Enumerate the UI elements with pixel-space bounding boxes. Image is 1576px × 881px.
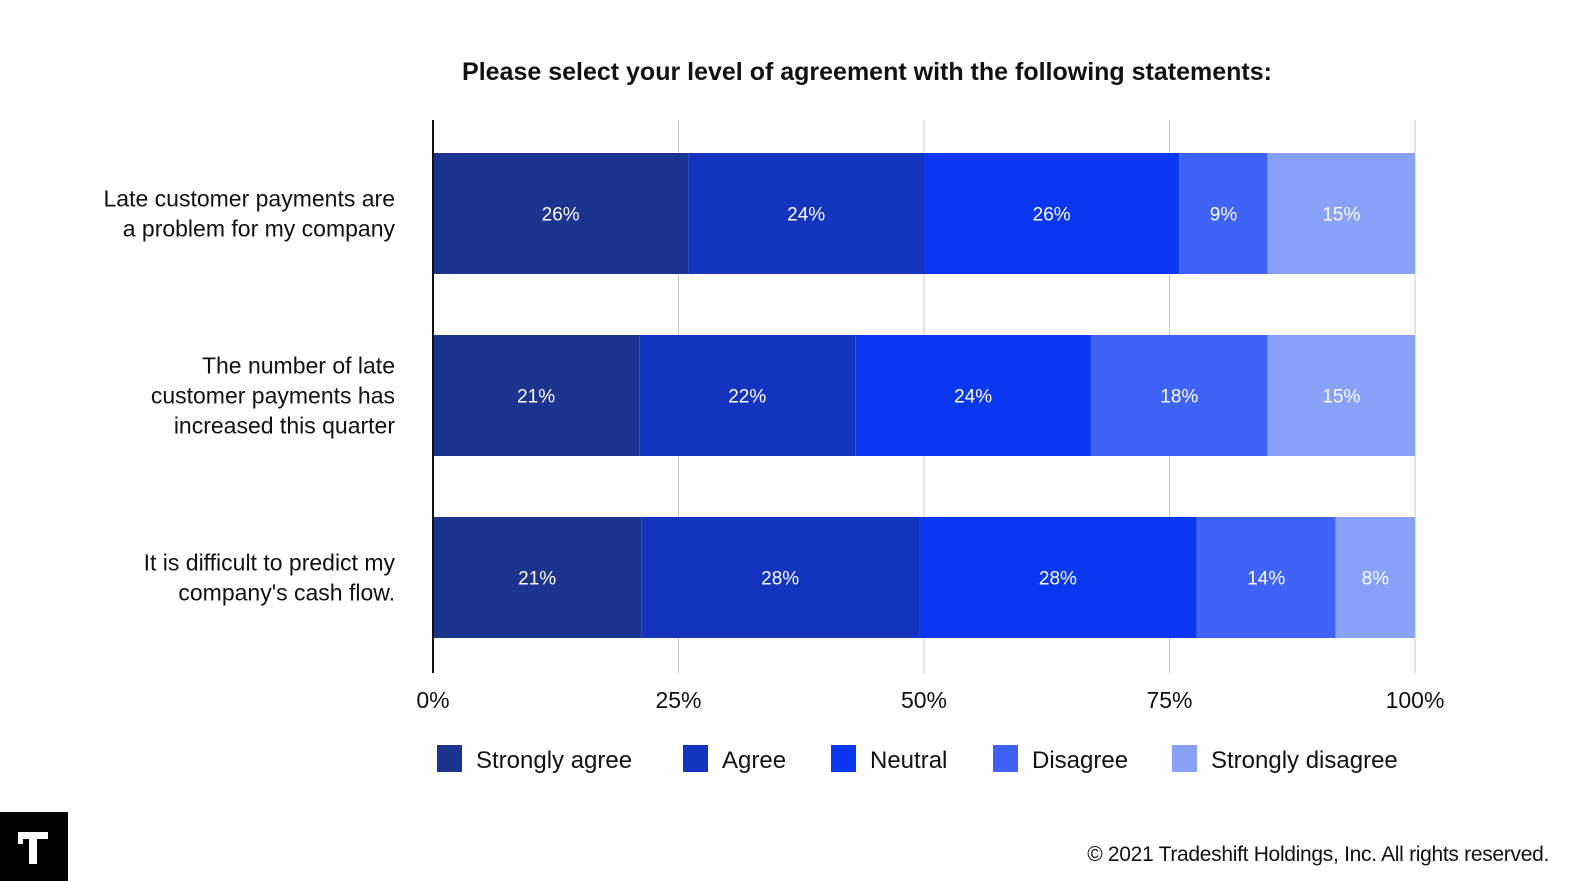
category-label: The number of late <box>202 353 395 379</box>
category-label: a problem for my company <box>123 216 396 242</box>
chart-title: Please select your level of agreement wi… <box>462 58 1272 86</box>
bar-segment <box>1090 335 1268 456</box>
bar-segment <box>641 517 920 638</box>
bar-segment <box>433 335 640 456</box>
category-label: company's cash flow. <box>178 580 395 606</box>
legend-swatch <box>683 745 708 772</box>
bar-segment <box>1335 517 1415 638</box>
x-tick-label: 75% <box>1146 687 1192 713</box>
legend-label: Disagree <box>1032 747 1128 774</box>
legend-label: Strongly disagree <box>1211 747 1398 774</box>
data-label: 14% <box>1247 569 1285 590</box>
data-label: 18% <box>1160 387 1198 408</box>
bar-segment <box>639 335 856 456</box>
bar-segment <box>924 153 1180 274</box>
category-label: Late customer payments are <box>104 186 395 212</box>
bar-segment <box>433 517 642 638</box>
data-label: 28% <box>1039 569 1077 590</box>
bar-segment <box>688 153 924 274</box>
legend-swatch <box>831 745 856 772</box>
tradeshift-logo <box>0 812 68 881</box>
category-label: increased this quarter <box>174 413 396 439</box>
legend-swatch <box>437 745 462 772</box>
bar-segment <box>919 517 1197 638</box>
data-label: 9% <box>1210 205 1238 226</box>
legend-swatch <box>993 745 1018 772</box>
bar-segment <box>1267 335 1415 456</box>
data-label: 24% <box>954 387 992 408</box>
data-label: 21% <box>517 387 555 408</box>
data-label: 15% <box>1322 387 1360 408</box>
legend-label: Neutral <box>870 747 947 774</box>
data-label: 28% <box>761 569 799 590</box>
data-label: 22% <box>728 387 766 408</box>
data-label: 21% <box>518 569 556 590</box>
bar-segment <box>1196 517 1336 638</box>
copyright-text: © 2021 Tradeshift Holdings, Inc. All rig… <box>1087 843 1549 866</box>
legend-swatch <box>1172 745 1197 772</box>
bar-segment <box>1267 153 1415 274</box>
x-tick-label: 100% <box>1386 687 1445 713</box>
data-label: 15% <box>1322 205 1360 226</box>
data-label: 8% <box>1362 569 1390 590</box>
data-label: 26% <box>1033 205 1071 226</box>
legend-label: Agree <box>722 747 786 774</box>
data-label: 24% <box>787 205 825 226</box>
category-label: customer payments has <box>151 383 395 409</box>
x-tick-label: 0% <box>416 687 449 713</box>
bar-segment <box>433 153 689 274</box>
logo-t-icon <box>18 832 48 864</box>
bar-segment <box>855 335 1091 456</box>
legend-label: Strongly agree <box>476 747 632 774</box>
x-tick-label: 50% <box>901 687 947 713</box>
data-label: 26% <box>542 205 580 226</box>
x-tick-label: 25% <box>655 687 701 713</box>
category-label: It is difficult to predict my <box>144 550 396 576</box>
bar-segment <box>1179 153 1268 274</box>
